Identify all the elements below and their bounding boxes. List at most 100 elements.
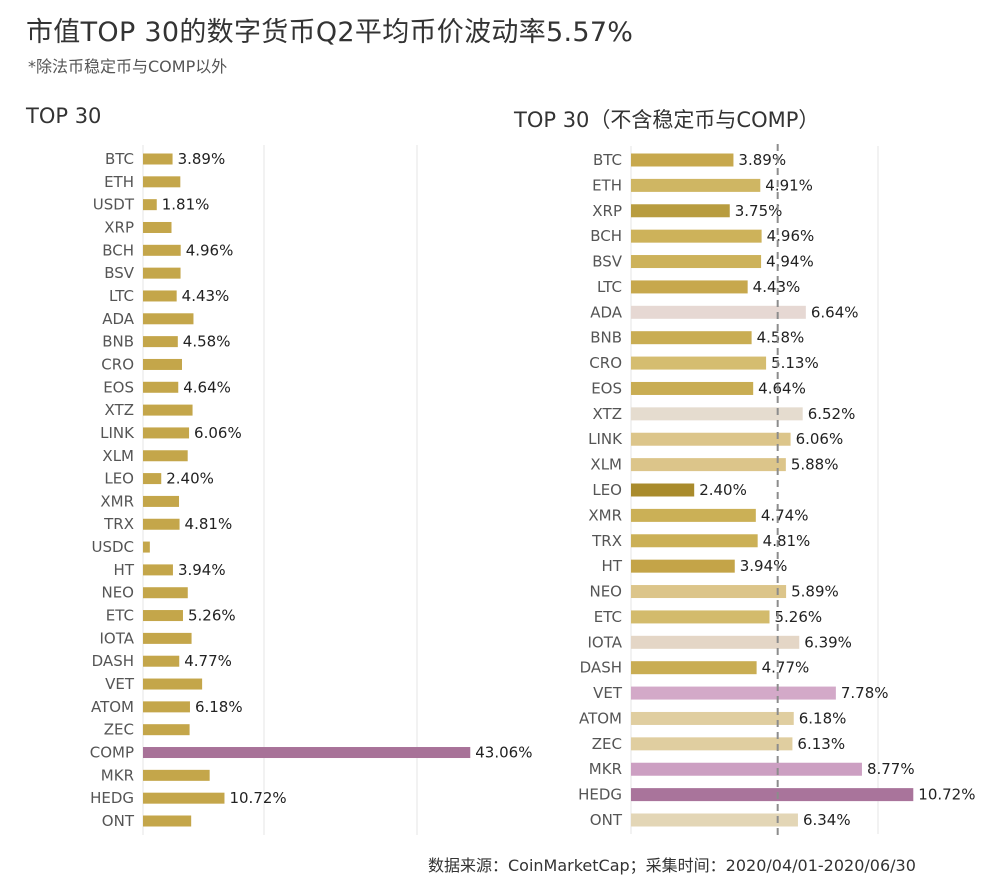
value-label-bch: 4.96% [186,241,234,259]
category-label-xmr: XMR [100,492,134,510]
bar-eos [631,381,754,395]
bar-ltc [631,280,748,294]
value-label-eos: 4.64% [183,378,231,396]
category-label-xlm: XLM [102,447,134,465]
value-label-etc: 5.26% [775,608,823,626]
value-label-ont: 6.34% [803,811,851,829]
category-label-dash: DASH [580,659,622,677]
bar-xmr [631,508,756,522]
category-label-eth: ETH [592,176,622,194]
value-label-atom: 6.18% [799,709,847,727]
category-label-link: LINK [588,430,623,448]
bar-eth [143,176,181,188]
bar-ont [631,813,798,827]
category-label-iota: IOTA [588,633,623,651]
category-label-atom: ATOM [579,709,622,727]
bar-neo [631,585,787,599]
category-label-ada: ADA [590,303,623,321]
bar-mkr [631,762,862,776]
category-label-trx: TRX [591,532,622,550]
data-source-footer: 数据来源：CoinMarketCap；采集时间：2020/04/01-2020/… [428,856,916,875]
category-label-eos: EOS [103,378,134,396]
bar-btc [631,153,734,167]
bar-eos [143,381,179,393]
bar-etc [631,610,770,624]
chart-subtitle: *除法币稳定币与COMP以外 [28,57,228,76]
value-label-dash: 4.77% [184,652,232,670]
category-label-eth: ETH [104,173,134,191]
value-label-ht: 3.94% [740,557,788,575]
bar-xtz [631,407,803,421]
value-label-bnb: 4.58% [757,329,805,347]
value-label-xrp: 3.75% [735,202,783,220]
value-label-comp: 43.06% [475,744,532,762]
category-label-ht: HT [602,557,623,575]
value-label-link: 6.06% [194,424,242,442]
value-label-leo: 2.40% [699,481,747,499]
category-label-link: LINK [100,424,135,442]
bar-mkr [143,769,210,781]
bar-xtz [143,404,193,416]
bar-zec [143,724,190,736]
bar-bnb [631,331,752,345]
category-label-mkr: MKR [101,766,134,784]
bar-xlm [143,450,188,462]
bar-usdc [143,541,150,553]
category-label-ltc: LTC [109,287,134,305]
value-label-eos: 4.64% [758,379,806,397]
category-label-ltc: LTC [597,278,622,296]
bar-atom [631,711,794,725]
category-label-atom: ATOM [91,698,134,716]
value-label-bsv: 4.94% [766,253,814,271]
category-label-cro: CRO [589,354,622,372]
value-label-iota: 6.39% [804,633,852,651]
bar-hedg [631,788,914,802]
value-label-neo: 5.89% [791,583,839,601]
category-label-etc: ETC [106,607,134,625]
value-label-ada: 6.64% [811,303,859,321]
category-label-neo: NEO [589,583,622,601]
bar-trx [143,518,180,530]
value-label-btc: 3.89% [738,151,786,169]
bar-vet [631,686,836,700]
category-label-ont: ONT [590,811,623,829]
value-label-hedg: 10.72% [229,789,286,807]
bar-trx [631,534,758,548]
value-label-xtz: 6.52% [808,405,856,423]
category-label-bsv: BSV [592,253,623,271]
category-label-leo: LEO [104,470,134,488]
bar-eth [631,178,761,192]
value-label-hedg: 10.72% [918,786,975,804]
bar-ht [143,564,173,576]
value-label-leo: 2.40% [166,470,214,488]
category-label-iota: IOTA [100,629,135,647]
bar-leo [631,483,695,497]
category-label-eos: EOS [591,379,622,397]
left-panel-title: TOP 30 [26,104,102,128]
value-label-vet: 7.78% [841,684,889,702]
value-label-atom: 6.18% [195,698,243,716]
value-label-ht: 3.94% [178,561,226,579]
bar-bch [143,244,181,256]
value-label-cro: 5.13% [771,354,819,372]
category-label-hedg: HEDG [90,789,134,807]
category-label-leo: LEO [592,481,622,499]
category-label-xtz: XTZ [105,401,134,419]
category-label-xlm: XLM [590,456,622,474]
value-label-eth: 4.91% [765,176,813,194]
bar-dash [631,661,757,675]
chart-title: 市值TOP 30的数字货币Q2平均币价波动率5.57% [26,17,634,48]
category-label-dash: DASH [92,652,134,670]
bar-ltc [143,290,177,302]
category-label-bnb: BNB [590,329,622,347]
value-label-link: 6.06% [796,430,844,448]
right-panel-title: TOP 30（不含稳定币与COMP） [514,108,820,132]
value-label-ltc: 4.43% [182,287,230,305]
value-label-xmr: 4.74% [761,506,809,524]
category-label-btc: BTC [105,150,134,168]
bar-iota [631,635,800,649]
category-label-btc: BTC [593,151,622,169]
bar-comp [143,747,471,759]
